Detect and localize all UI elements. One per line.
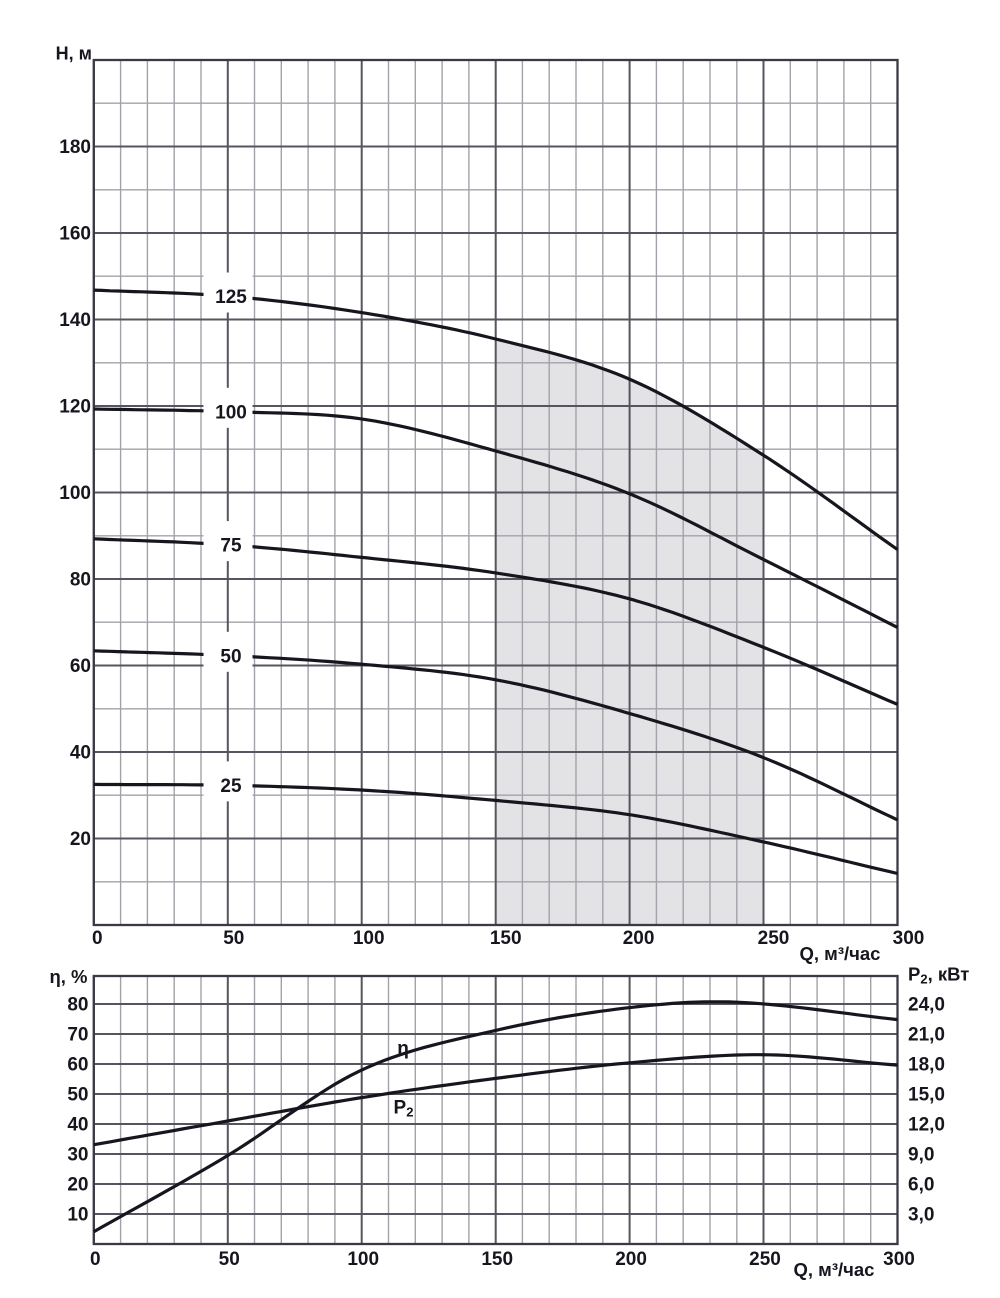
svg-text:24,0: 24,0 (908, 995, 945, 1016)
svg-text:300: 300 (893, 928, 925, 949)
svg-text:300: 300 (883, 1249, 915, 1270)
svg-text:120: 120 (59, 397, 91, 418)
svg-text:50: 50 (219, 1249, 240, 1270)
svg-text:100: 100 (347, 1249, 379, 1270)
svg-text:125: 125 (215, 287, 247, 308)
svg-text:15,0: 15,0 (908, 1085, 945, 1106)
svg-text:12,0: 12,0 (908, 1115, 945, 1136)
svg-text:180: 180 (59, 137, 91, 158)
svg-text:100: 100 (215, 402, 247, 423)
svg-text:40: 40 (67, 1115, 88, 1136)
svg-text:160: 160 (59, 224, 91, 245)
svg-text:10: 10 (67, 1205, 88, 1226)
svg-text:60: 60 (70, 656, 91, 677)
svg-text:3,0: 3,0 (908, 1205, 934, 1226)
svg-text:H, м: H, м (56, 44, 92, 64)
svg-text:80: 80 (67, 995, 88, 1016)
svg-text:18,0: 18,0 (908, 1055, 945, 1076)
svg-text:21,0: 21,0 (908, 1025, 945, 1046)
svg-text:50: 50 (223, 928, 244, 949)
svg-text:η, %: η, % (49, 966, 87, 987)
svg-text:6,0: 6,0 (908, 1175, 934, 1196)
svg-text:30: 30 (67, 1145, 88, 1166)
svg-text:Q, м³/час: Q, м³/час (794, 1259, 875, 1280)
svg-text:20: 20 (67, 1175, 88, 1196)
svg-text:200: 200 (623, 928, 655, 949)
svg-text:25: 25 (220, 776, 242, 797)
svg-text:150: 150 (481, 1249, 513, 1270)
svg-text:250: 250 (749, 1249, 781, 1270)
svg-text:70: 70 (67, 1025, 88, 1046)
svg-text:250: 250 (758, 928, 790, 949)
svg-text:Q, м³/час: Q, м³/час (800, 943, 881, 964)
svg-text:0: 0 (92, 928, 103, 949)
svg-text:150: 150 (490, 928, 522, 949)
svg-text:75: 75 (220, 536, 242, 557)
svg-text:100: 100 (59, 483, 91, 504)
svg-text:9,0: 9,0 (908, 1145, 934, 1166)
svg-text:50: 50 (220, 646, 241, 667)
svg-text:50: 50 (67, 1085, 88, 1106)
svg-text:0: 0 (90, 1249, 101, 1270)
svg-text:140: 140 (59, 310, 91, 331)
svg-text:80: 80 (70, 570, 91, 591)
svg-text:η: η (397, 1039, 409, 1060)
svg-text:60: 60 (67, 1055, 88, 1076)
svg-text:200: 200 (615, 1249, 647, 1270)
svg-text:100: 100 (353, 928, 385, 949)
svg-text:40: 40 (70, 743, 91, 764)
svg-text:20: 20 (70, 829, 91, 850)
svg-text:P2, кВт: P2, кВт (908, 964, 969, 987)
